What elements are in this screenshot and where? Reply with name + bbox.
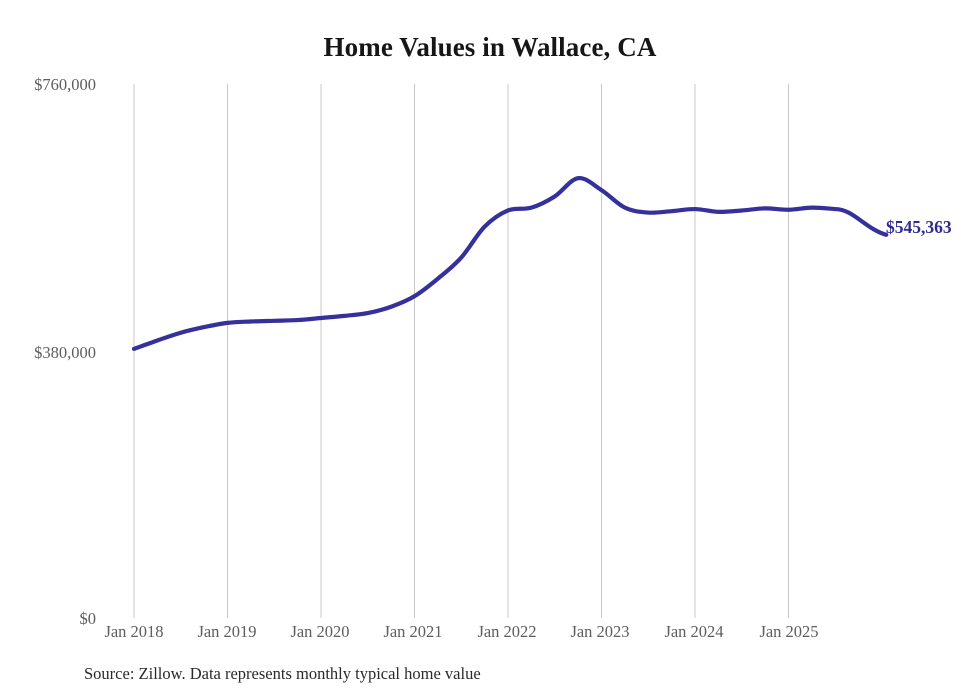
chart-title: Home Values in Wallace, CA <box>323 32 657 62</box>
x-axis-tick-label-2021: Jan 2021 <box>383 622 443 641</box>
x-axis-tick-label-2022: Jan 2022 <box>477 622 537 641</box>
value-line-path <box>131 176 889 351</box>
end-of-line-value-label: $545,363 <box>886 217 952 237</box>
y-axis-tick-label-max: $760,000 <box>34 75 96 94</box>
x-axis-tick-label-2018: Jan 2018 <box>104 622 164 641</box>
y-axis-tick-label-mid: $380,000 <box>34 343 96 362</box>
x-axis-tick-label-2024: Jan 2024 <box>664 622 724 641</box>
x-axis-tick-label-2023: Jan 2023 <box>570 622 630 641</box>
x-axis-tick-label-2025: Jan 2025 <box>759 622 819 641</box>
source-note: Source: Zillow. Data represents monthly … <box>84 664 481 683</box>
gridlines <box>133 84 789 618</box>
y-axis-tick-label-zero: $0 <box>79 609 97 628</box>
x-axis-tick-label-2019: Jan 2019 <box>197 622 257 641</box>
x-axis-tick-label-2020: Jan 2020 <box>290 622 350 641</box>
